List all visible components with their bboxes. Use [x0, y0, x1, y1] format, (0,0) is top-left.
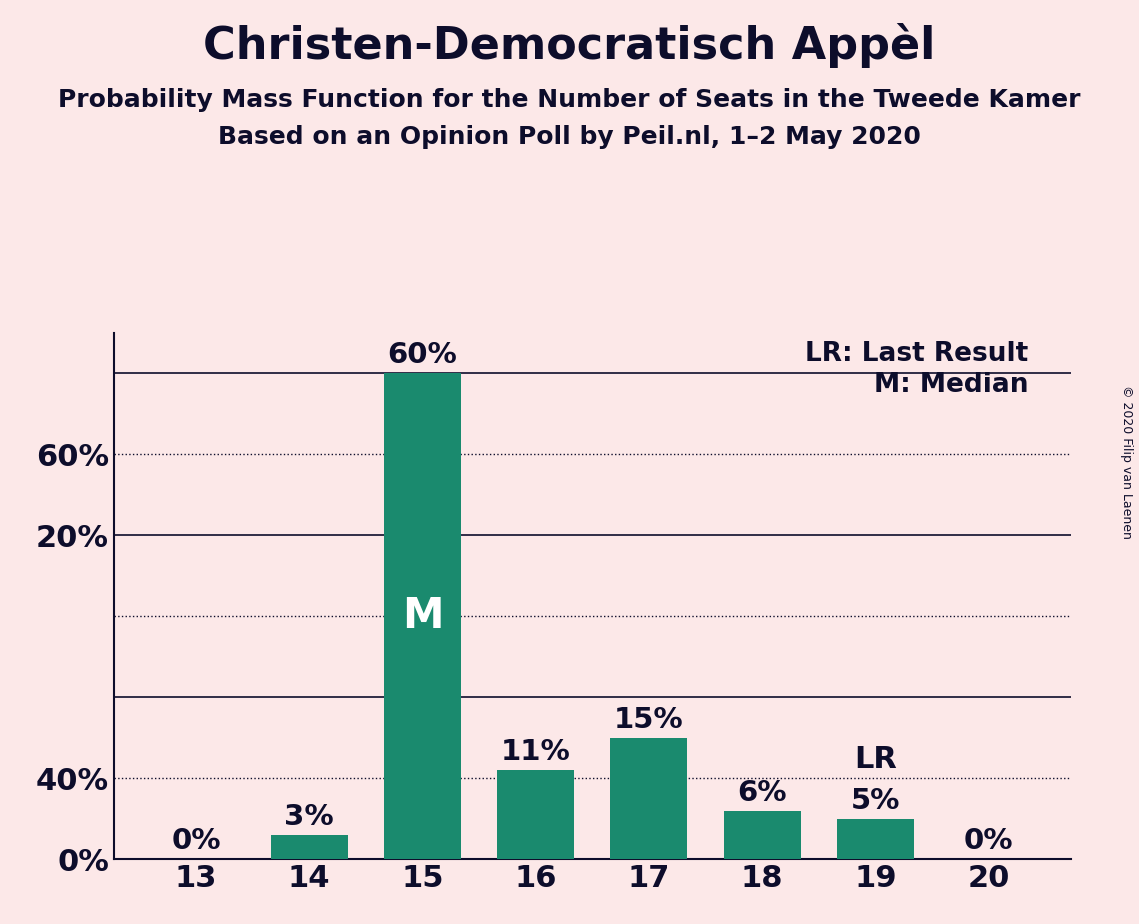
Text: M: M	[402, 595, 443, 638]
Text: 6%: 6%	[737, 779, 787, 807]
Bar	[497, 771, 574, 859]
Text: M: Median: M: Median	[874, 371, 1029, 397]
Text: 3%: 3%	[285, 803, 334, 831]
Text: 0%: 0%	[964, 827, 1014, 856]
Text: LR: LR	[854, 746, 896, 774]
Text: Christen-Democratisch Appèl: Christen-Democratisch Appèl	[204, 23, 935, 68]
Text: © 2020 Filip van Laenen: © 2020 Filip van Laenen	[1121, 385, 1133, 539]
Bar	[837, 819, 913, 859]
Bar	[384, 373, 461, 859]
Text: 0%: 0%	[171, 827, 221, 856]
Text: LR: Last Result: LR: Last Result	[805, 341, 1029, 367]
Text: Based on an Opinion Poll by Peil.nl, 1–2 May 2020: Based on an Opinion Poll by Peil.nl, 1–2…	[218, 125, 921, 149]
Bar	[611, 737, 688, 859]
Text: 60%: 60%	[387, 341, 457, 369]
Bar	[723, 810, 801, 859]
Text: Probability Mass Function for the Number of Seats in the Tweede Kamer: Probability Mass Function for the Number…	[58, 88, 1081, 112]
Bar	[271, 835, 347, 859]
Text: 5%: 5%	[851, 786, 900, 815]
Text: 11%: 11%	[501, 738, 571, 766]
Text: 15%: 15%	[614, 706, 683, 734]
